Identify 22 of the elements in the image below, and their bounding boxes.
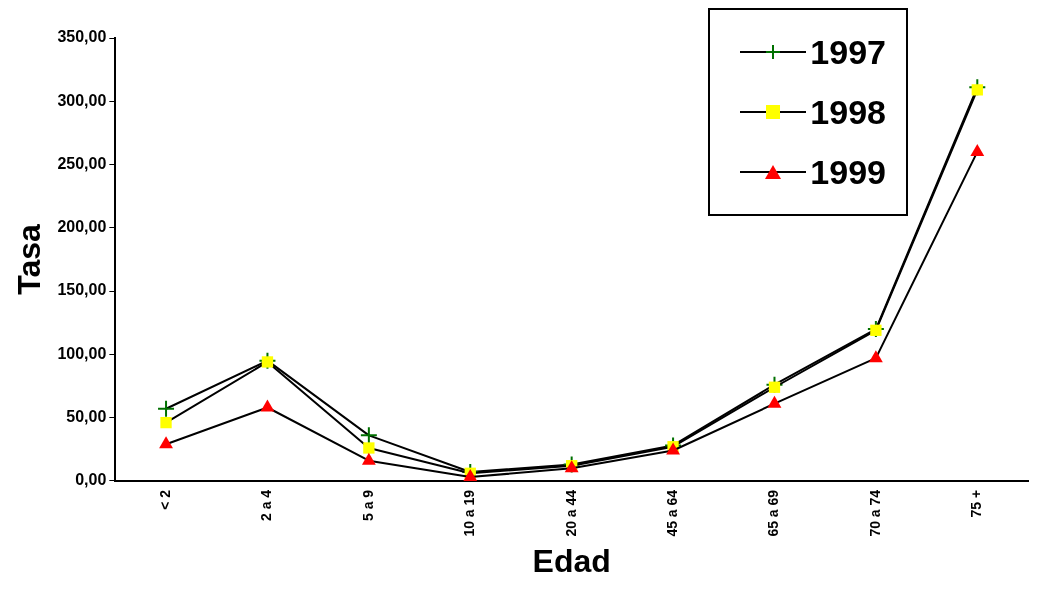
x-tick-label: 2 a 4: [258, 489, 275, 522]
y-tick-label: 150,00: [57, 281, 107, 299]
legend-label: 1998: [810, 92, 886, 132]
y-tick-label: 50,00: [66, 408, 107, 426]
y-tick-label: 300,00: [57, 91, 107, 109]
x-tick-label: 5 a 9: [359, 489, 376, 522]
x-tick-label: 20 a 44: [562, 489, 579, 537]
x-tick-label: < 2: [156, 489, 173, 510]
y-tick-label: 200,00: [57, 218, 107, 236]
x-tick-label: 45 a 64: [663, 489, 680, 537]
y-tick-label: 250,00: [57, 154, 107, 172]
x-tick-label: 10 a 19: [461, 489, 478, 537]
y-tick-label: 0,00: [75, 471, 107, 489]
legend-label: 1997: [810, 32, 886, 72]
x-tick-label: 65 a 69: [765, 489, 782, 537]
y-tick-label: 350,00: [57, 28, 107, 46]
legend-label: 1999: [810, 152, 886, 192]
x-axis-title: Edad: [532, 542, 611, 579]
x-tick-label: 70 a 74: [866, 489, 883, 537]
x-tick-label: 75 +: [968, 489, 985, 518]
y-axis-title: Tasa: [11, 223, 48, 295]
y-tick-label: 100,00: [57, 344, 107, 362]
